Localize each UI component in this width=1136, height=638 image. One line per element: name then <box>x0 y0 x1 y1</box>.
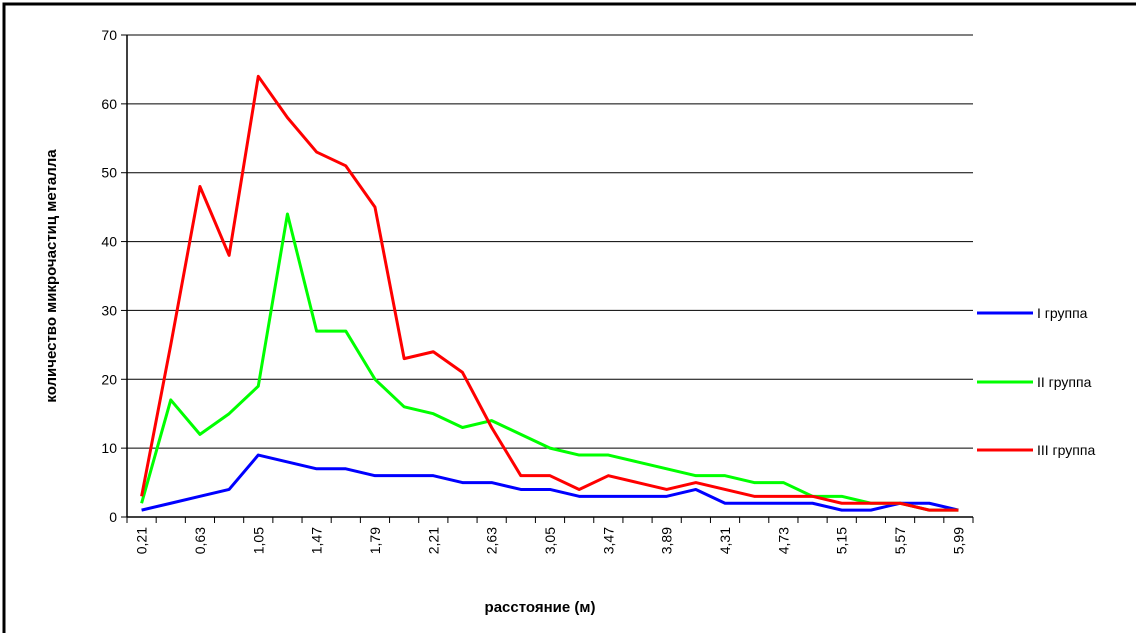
legend-label: II группа <box>1037 374 1092 390</box>
x-tick-label: 3,05 <box>542 527 558 554</box>
y-axis-title: количество микрочастиц металла <box>43 149 60 403</box>
x-tick-label: 1,05 <box>250 527 266 554</box>
x-tick-label: 1,47 <box>309 527 325 554</box>
x-tick-label: 5,99 <box>950 527 966 554</box>
y-tick-label: 70 <box>101 27 117 43</box>
x-tick-label: 2,21 <box>425 527 441 554</box>
y-tick-label: 50 <box>101 165 117 181</box>
legend-label: I группа <box>1037 305 1088 321</box>
legend-label: III группа <box>1037 442 1095 458</box>
x-tick-label: 3,89 <box>659 527 675 554</box>
y-tick-label: 60 <box>101 96 117 112</box>
x-tick-label: 5,57 <box>892 527 908 554</box>
x-tick-label: 2,63 <box>484 527 500 554</box>
y-tick-label: 20 <box>101 371 117 387</box>
x-tick-label: 3,47 <box>600 527 616 554</box>
x-axis-title: расстояние (м) <box>485 599 596 616</box>
x-tick-label: 4,31 <box>717 527 733 554</box>
y-tick-label: 0 <box>109 509 117 525</box>
series-line <box>140 74 959 512</box>
y-tick-label: 30 <box>101 302 117 318</box>
series-line <box>141 453 959 512</box>
x-tick-label: 0,21 <box>134 527 150 554</box>
x-tick-label: 5,15 <box>834 527 850 554</box>
x-tick-label: 0,63 <box>192 527 208 554</box>
y-tick-label: 10 <box>101 440 117 456</box>
series-line <box>140 212 959 512</box>
x-tick-label: 4,73 <box>775 527 791 554</box>
y-tick-label: 40 <box>101 234 117 250</box>
x-tick-label: 1,79 <box>367 527 383 554</box>
